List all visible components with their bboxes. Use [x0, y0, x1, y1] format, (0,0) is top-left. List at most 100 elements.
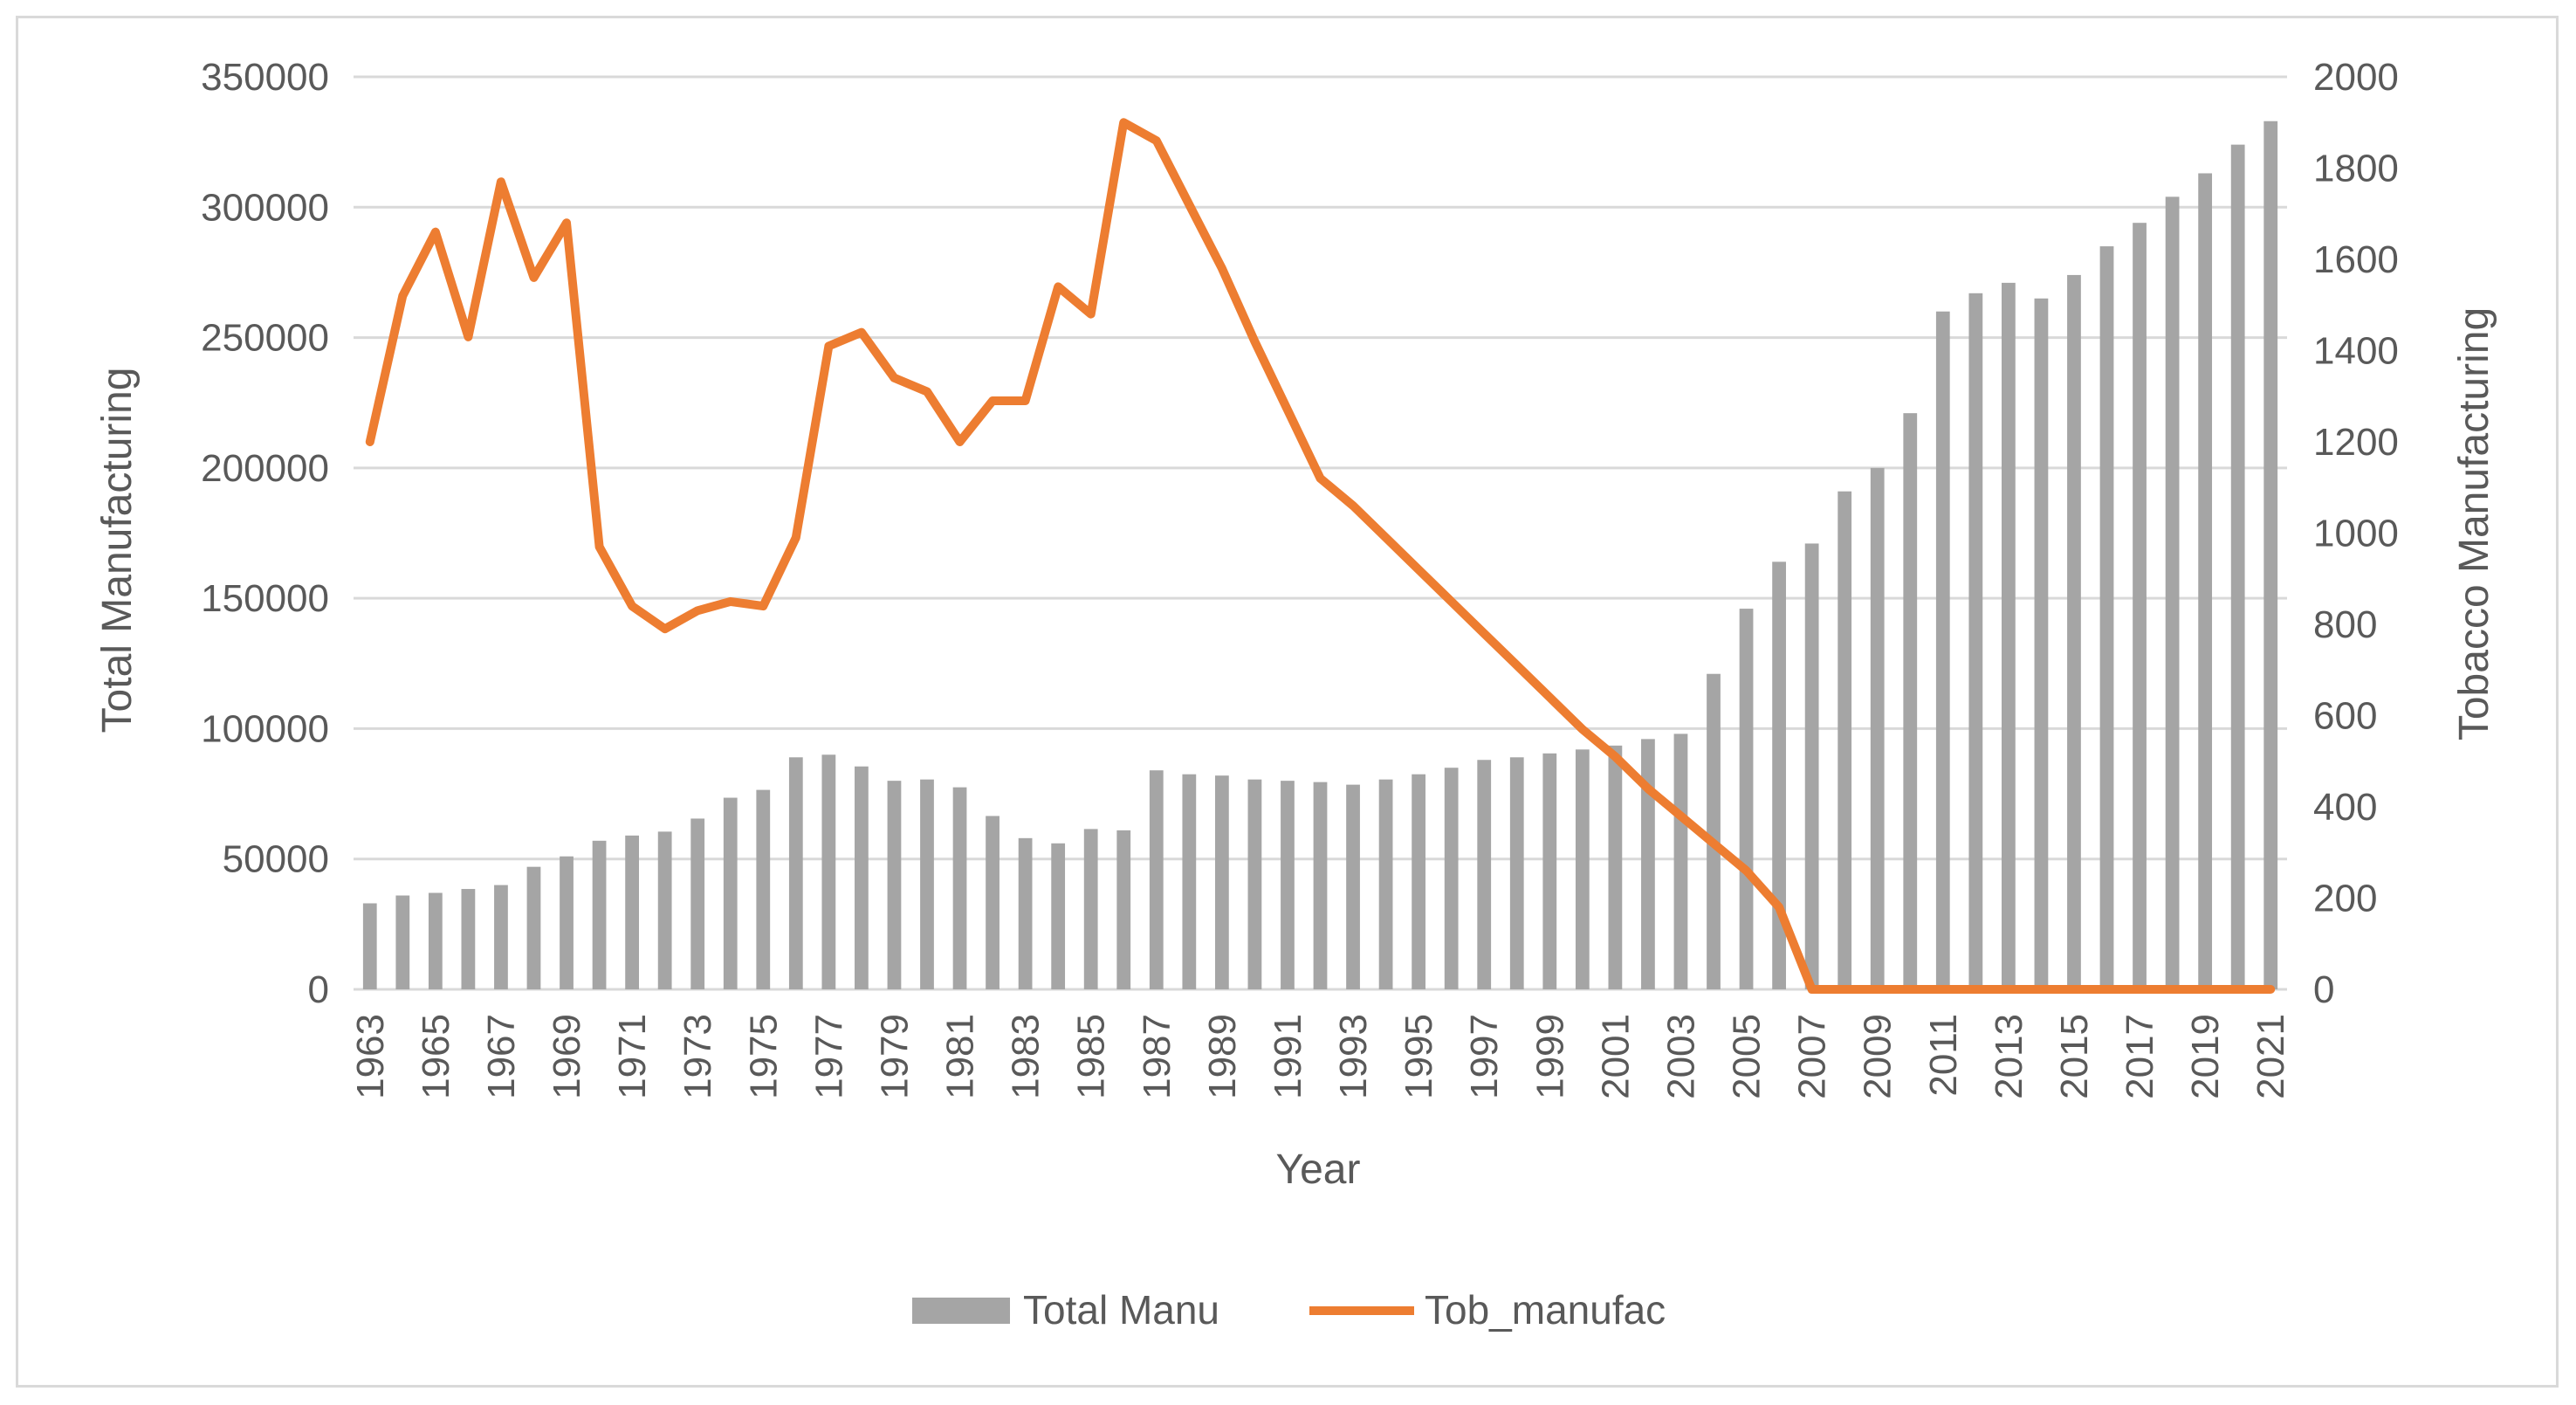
- right-tick-label: 1200: [2313, 421, 2399, 464]
- bar-2003: [1673, 733, 1688, 989]
- right-tick-label: 600: [2313, 695, 2377, 738]
- bar-1989: [1214, 775, 1229, 989]
- right-tick-label: 0: [2313, 968, 2334, 1011]
- bar-1971: [625, 835, 639, 989]
- left-axis-ticks: 350000 300000 250000 200000 150000 100000 5000…: [201, 56, 329, 1011]
- bar-1973: [690, 818, 705, 989]
- bar-1969: [560, 856, 574, 989]
- right-tick-label: 400: [2313, 786, 2377, 829]
- left-tick-label: 250000: [201, 317, 329, 360]
- legend-label-tob-manufac: Tob_manufac: [1425, 1287, 1666, 1333]
- bar-1984: [1051, 843, 1066, 989]
- right-tick-label: 1000: [2313, 513, 2399, 555]
- bar-1999: [1542, 753, 1557, 989]
- left-tick-label: 100000: [201, 707, 329, 750]
- x-tick-label: 1997: [1463, 1014, 1506, 1099]
- tob-manufac-line: [365, 118, 2276, 994]
- right-tick-label: 2000: [2313, 56, 2399, 99]
- x-tick-label: 1971: [611, 1014, 654, 1099]
- right-tick-label: 800: [2313, 603, 2377, 646]
- bar-1965: [428, 892, 443, 989]
- bar-1975: [756, 789, 771, 989]
- right-tick-label: 1600: [2313, 238, 2399, 281]
- bar-2010: [1903, 413, 1918, 990]
- x-tick-label: 1985: [1070, 1014, 1113, 1099]
- legend: Total Manu Tob_manufac: [912, 1287, 1666, 1333]
- bar-2001: [1608, 745, 1623, 989]
- x-tick-label: 1963: [349, 1014, 392, 1099]
- x-tick-label: 1977: [807, 1014, 850, 1099]
- bar-2000: [1575, 749, 1590, 989]
- bar-2020: [2230, 144, 2245, 990]
- bar-2006: [1772, 561, 1786, 989]
- legend-swatch-total-manu: [912, 1298, 1010, 1324]
- x-tick-label: 1981: [939, 1014, 982, 1099]
- right-tick-label: 200: [2313, 878, 2377, 920]
- x-tick-label: 1983: [1005, 1014, 1048, 1099]
- bar-1974: [723, 797, 738, 989]
- bar-1990: [1247, 779, 1262, 989]
- bar-1963: [362, 903, 377, 989]
- x-tick-label: 2003: [1659, 1014, 1702, 1099]
- bar-1977: [821, 754, 836, 989]
- bar-2018: [2165, 196, 2180, 990]
- x-axis-ticks: 1963 1965 1967 1969 1971 1973 1975 1977 1979 1981…: [349, 1014, 2292, 1099]
- left-tick-label: 350000: [201, 56, 329, 99]
- left-tick-label: 150000: [201, 577, 329, 620]
- left-tick-label: 0: [308, 968, 329, 1011]
- bar-1979: [887, 781, 902, 989]
- bar-2011: [1935, 311, 1950, 989]
- bar-1967: [494, 885, 508, 989]
- bar-2005: [1739, 609, 1754, 989]
- x-tick-label: 1999: [1528, 1014, 1571, 1099]
- bar-2004: [1707, 673, 1721, 989]
- bar-2013: [2002, 282, 2016, 989]
- bar-2008: [1838, 491, 1852, 989]
- bar-1980: [920, 779, 934, 989]
- bar-2012: [1968, 293, 1983, 989]
- bar-1994: [1378, 779, 1393, 989]
- gridlines: [354, 75, 2287, 991]
- bar-1970: [592, 840, 607, 989]
- right-tick-label: 1800: [2313, 148, 2399, 190]
- line-series-tob-manufac: [365, 118, 2276, 994]
- bar-1992: [1313, 782, 1328, 989]
- bar-1995: [1412, 774, 1426, 989]
- bar-1981: [952, 787, 967, 989]
- right-tick-label: 1400: [2313, 330, 2399, 373]
- x-tick-label: 2015: [2053, 1014, 2096, 1099]
- bar-2009: [1870, 467, 1885, 989]
- bar-1982: [986, 816, 999, 989]
- x-tick-label: 2017: [2119, 1014, 2161, 1099]
- bar-2017: [2133, 223, 2147, 989]
- x-tick-label: 2001: [1594, 1014, 1637, 1099]
- bar-1986: [1116, 830, 1131, 989]
- bar-1978: [855, 766, 869, 989]
- bar-1968: [526, 866, 541, 989]
- left-axis-title: Total Manufacturing: [94, 368, 141, 733]
- bar-2019: [2198, 173, 2213, 989]
- x-tick-label: 1973: [677, 1014, 719, 1099]
- left-tick-label: 300000: [201, 186, 329, 229]
- bar-1991: [1281, 781, 1295, 989]
- bar-2016: [2099, 246, 2114, 990]
- bar-series-total-manu: [362, 121, 2278, 990]
- bar-2015: [2067, 274, 2081, 989]
- bar-1998: [1509, 757, 1524, 989]
- left-tick-label: 50000: [223, 838, 329, 881]
- bar-1993: [1346, 784, 1360, 989]
- x-tick-label: 2021: [2250, 1014, 2292, 1099]
- bar-1976: [788, 757, 803, 989]
- x-tick-label: 1967: [480, 1014, 523, 1099]
- x-tick-label: 1975: [742, 1014, 785, 1099]
- bar-2002: [1641, 739, 1655, 989]
- bar-1997: [1477, 760, 1492, 989]
- x-tick-label: 1993: [1332, 1014, 1375, 1099]
- x-tick-label: 2013: [1988, 1014, 2030, 1099]
- legend-label-total-manu: Total Manu: [1023, 1287, 1219, 1333]
- x-axis-title: Year: [1276, 1147, 1361, 1193]
- bar-1996: [1444, 768, 1459, 989]
- bar-1964: [395, 895, 410, 989]
